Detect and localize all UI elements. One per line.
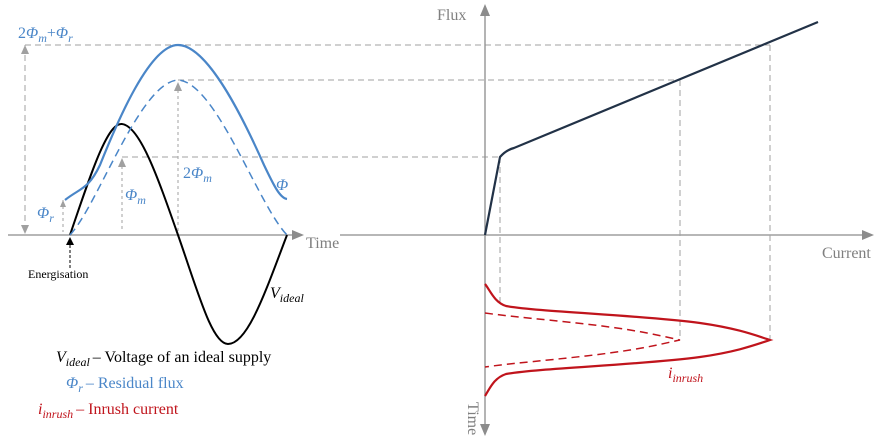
current-label: Current	[822, 245, 871, 262]
label-v-ideal: Videal	[270, 285, 304, 305]
label-2phim-plus-phir: 2Φm+Φr	[18, 25, 73, 45]
legend-phi-r: Φr – Residual flux	[66, 375, 184, 395]
label-phi-r: Φr	[37, 205, 54, 225]
legend-i-inrush: iinrush – Inrush current	[38, 401, 179, 421]
flux-axis-arrow	[480, 4, 490, 16]
energisation-arrow-head	[66, 237, 74, 245]
left-time-axis-arrow	[292, 230, 304, 240]
inrush-current-dashed-curve	[484, 312, 681, 368]
inrush-current-curve	[484, 283, 774, 397]
legend-v-ideal: Videal – Voltage of an ideal supply	[56, 349, 271, 369]
left-guide-lines	[24, 44, 770, 232]
time-axis-arrow	[480, 424, 490, 436]
left-plot: Time Energisation 2Φm+Φr	[8, 25, 770, 421]
right-plot: Flux Current Time iinrush	[340, 4, 874, 436]
current-axis-arrow	[862, 230, 874, 240]
label-phi: Φ	[276, 177, 288, 194]
voltage-curve	[69, 123, 288, 346]
magnetisation-curve	[483, 20, 819, 236]
left-measure-arrows	[21, 45, 182, 234]
legend: Videal – Voltage of an ideal supply Φr – R…	[38, 349, 271, 421]
left-time-label: Time	[306, 235, 339, 252]
flux-curve	[64, 43, 288, 201]
energisation-label: Energisation	[28, 267, 88, 281]
right-time-label: Time	[464, 402, 481, 435]
label-phi-m: Φm	[125, 187, 146, 207]
flux-label: Flux	[437, 7, 466, 24]
label-2phi-m: 2Φm	[183, 165, 212, 185]
left-measure-lines	[62, 84, 179, 232]
right-guide-lines	[499, 45, 771, 340]
flux-dashed-curve	[69, 79, 288, 236]
label-i-inrush: iinrush	[668, 365, 703, 385]
